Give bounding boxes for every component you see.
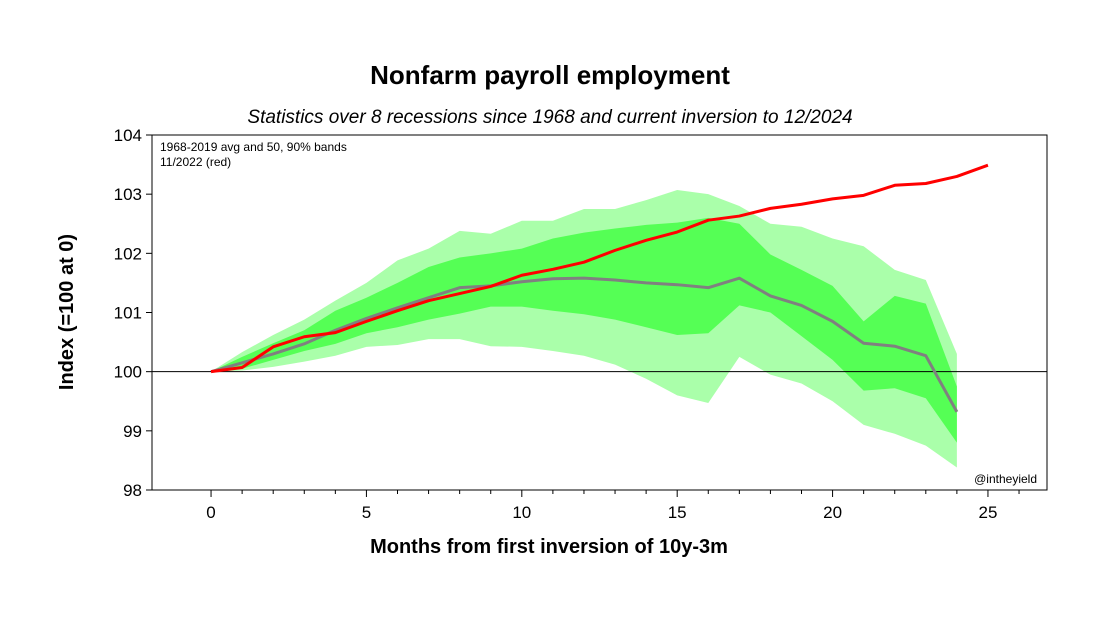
legend-line-2: 11/2022 (red) xyxy=(160,155,231,169)
x-tick-label: 0 xyxy=(206,503,215,522)
avg-line xyxy=(210,276,959,413)
x-axis-label: Months from first inversion of 10y-3m xyxy=(370,536,728,558)
y-tick-label: 101 xyxy=(114,304,142,323)
y-tick-label: 99 xyxy=(123,422,142,441)
x-tick-label: 10 xyxy=(512,503,531,522)
legend-line-1: 1968-2019 avg and 50, 90% bands xyxy=(160,140,347,154)
watermark: @intheyield xyxy=(974,472,1037,486)
x-tick-label: 5 xyxy=(362,503,371,522)
x-tick-label: 25 xyxy=(978,503,997,522)
y-tick-label: 100 xyxy=(114,363,142,382)
chart-title: Nonfarm payroll employment xyxy=(370,60,730,90)
y-tick-label: 104 xyxy=(114,126,142,145)
x-tick-label: 20 xyxy=(823,503,842,522)
y-tick-label: 103 xyxy=(114,185,142,204)
y-tick-label: 102 xyxy=(114,244,142,263)
y-tick-label: 98 xyxy=(123,481,142,500)
x-tick-label: 15 xyxy=(668,503,687,522)
current-line xyxy=(210,163,989,374)
chart-subtitle: Statistics over 8 recessions since 1968 … xyxy=(247,107,852,128)
y-axis-label: Index (=100 at 0) xyxy=(56,234,78,390)
band-50pct xyxy=(211,217,957,443)
